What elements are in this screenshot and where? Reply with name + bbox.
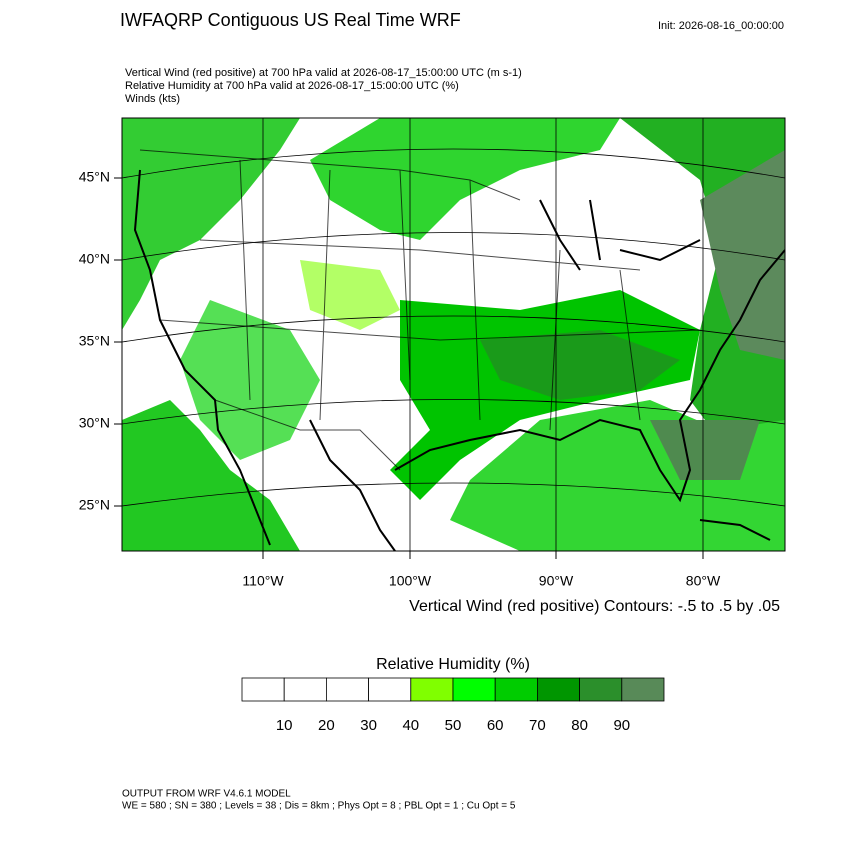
- humidity-area: [650, 420, 760, 480]
- borders: [139, 149, 701, 471]
- title: IWFAQRP Contiguous US Real Time WRF: [120, 10, 461, 30]
- lon-label: 100°W: [389, 573, 432, 589]
- lat-label: 40°N: [79, 251, 110, 267]
- humidity-area: [180, 300, 320, 460]
- colorbar-box: [537, 677, 581, 702]
- map-area: [122, 118, 785, 551]
- field-label: Winds (kts): [125, 93, 180, 105]
- colorbar-label: 40: [402, 717, 419, 734]
- colorbar-box: [621, 677, 665, 702]
- colorbar-box: [494, 677, 538, 702]
- lon-label: 80°W: [686, 573, 721, 589]
- colorbar-label: 20: [318, 717, 335, 734]
- colorbar-label: 60: [487, 717, 504, 734]
- field-label: Vertical Wind (red positive) at 700 hPa …: [125, 67, 522, 79]
- colorbar-box: [325, 677, 369, 702]
- map-frame: [121, 117, 786, 552]
- colorbar-box: [368, 677, 412, 702]
- colorbar-label: 10: [276, 717, 293, 734]
- lon-label: 110°W: [242, 573, 284, 589]
- colorbar-box: [452, 677, 496, 702]
- lon-label: 90°W: [539, 573, 574, 589]
- graticule: [122, 118, 785, 551]
- init-time: Init: 2026-08-16_00:00:00: [658, 20, 784, 32]
- colorbar-box: [241, 677, 285, 702]
- contour-note: Vertical Wind (red positive) Contours: -…: [409, 598, 780, 615]
- footer-line: OUTPUT FROM WRF V4.6.1 MODEL: [122, 789, 291, 800]
- axis-labels: 45°N 40°N 35°N 30°N 25°N 110°W 100°W 90°W 80°W: [79, 169, 721, 589]
- humidity-area: [700, 150, 785, 360]
- colorbar: 10 20 30 40 50 60 70 80 90: [241, 677, 665, 734]
- humidity-area: [122, 400, 300, 551]
- colorbar-label: 70: [529, 717, 546, 734]
- lat-label: 45°N: [79, 169, 110, 185]
- colorbar-label: 50: [445, 717, 462, 734]
- colorbar-box: [283, 677, 327, 702]
- colorbar-label: 90: [613, 717, 630, 734]
- lat-label: 35°N: [79, 333, 110, 349]
- coastlines: [133, 169, 785, 551]
- field-label: Relative Humidity at 700 hPa valid at 20…: [125, 80, 459, 92]
- colorbar-title: Relative Humidity (%): [376, 656, 530, 673]
- colorbar-label: 30: [360, 717, 377, 734]
- humidity-area: [300, 260, 400, 330]
- colorbar-box: [410, 677, 454, 702]
- lat-label: 25°N: [79, 497, 110, 513]
- colorbar-label: 80: [571, 717, 588, 734]
- colorbar-box: [579, 677, 623, 702]
- footer-line: WE = 580 ; SN = 380 ; Levels = 38 ; Dis …: [122, 801, 516, 812]
- lat-label: 30°N: [79, 415, 110, 431]
